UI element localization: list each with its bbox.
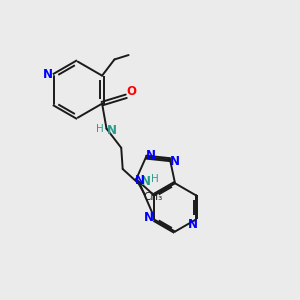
- Text: N: N: [188, 218, 197, 231]
- Text: N: N: [141, 175, 151, 188]
- Text: N: N: [135, 174, 145, 187]
- Text: N: N: [146, 149, 156, 162]
- Text: N: N: [107, 124, 117, 136]
- Text: N: N: [43, 68, 53, 81]
- Text: H: H: [151, 174, 158, 184]
- Text: H: H: [96, 124, 104, 134]
- Text: CH₃: CH₃: [143, 192, 162, 202]
- Text: N: N: [170, 154, 180, 168]
- Text: N: N: [144, 211, 154, 224]
- Text: O: O: [126, 85, 136, 98]
